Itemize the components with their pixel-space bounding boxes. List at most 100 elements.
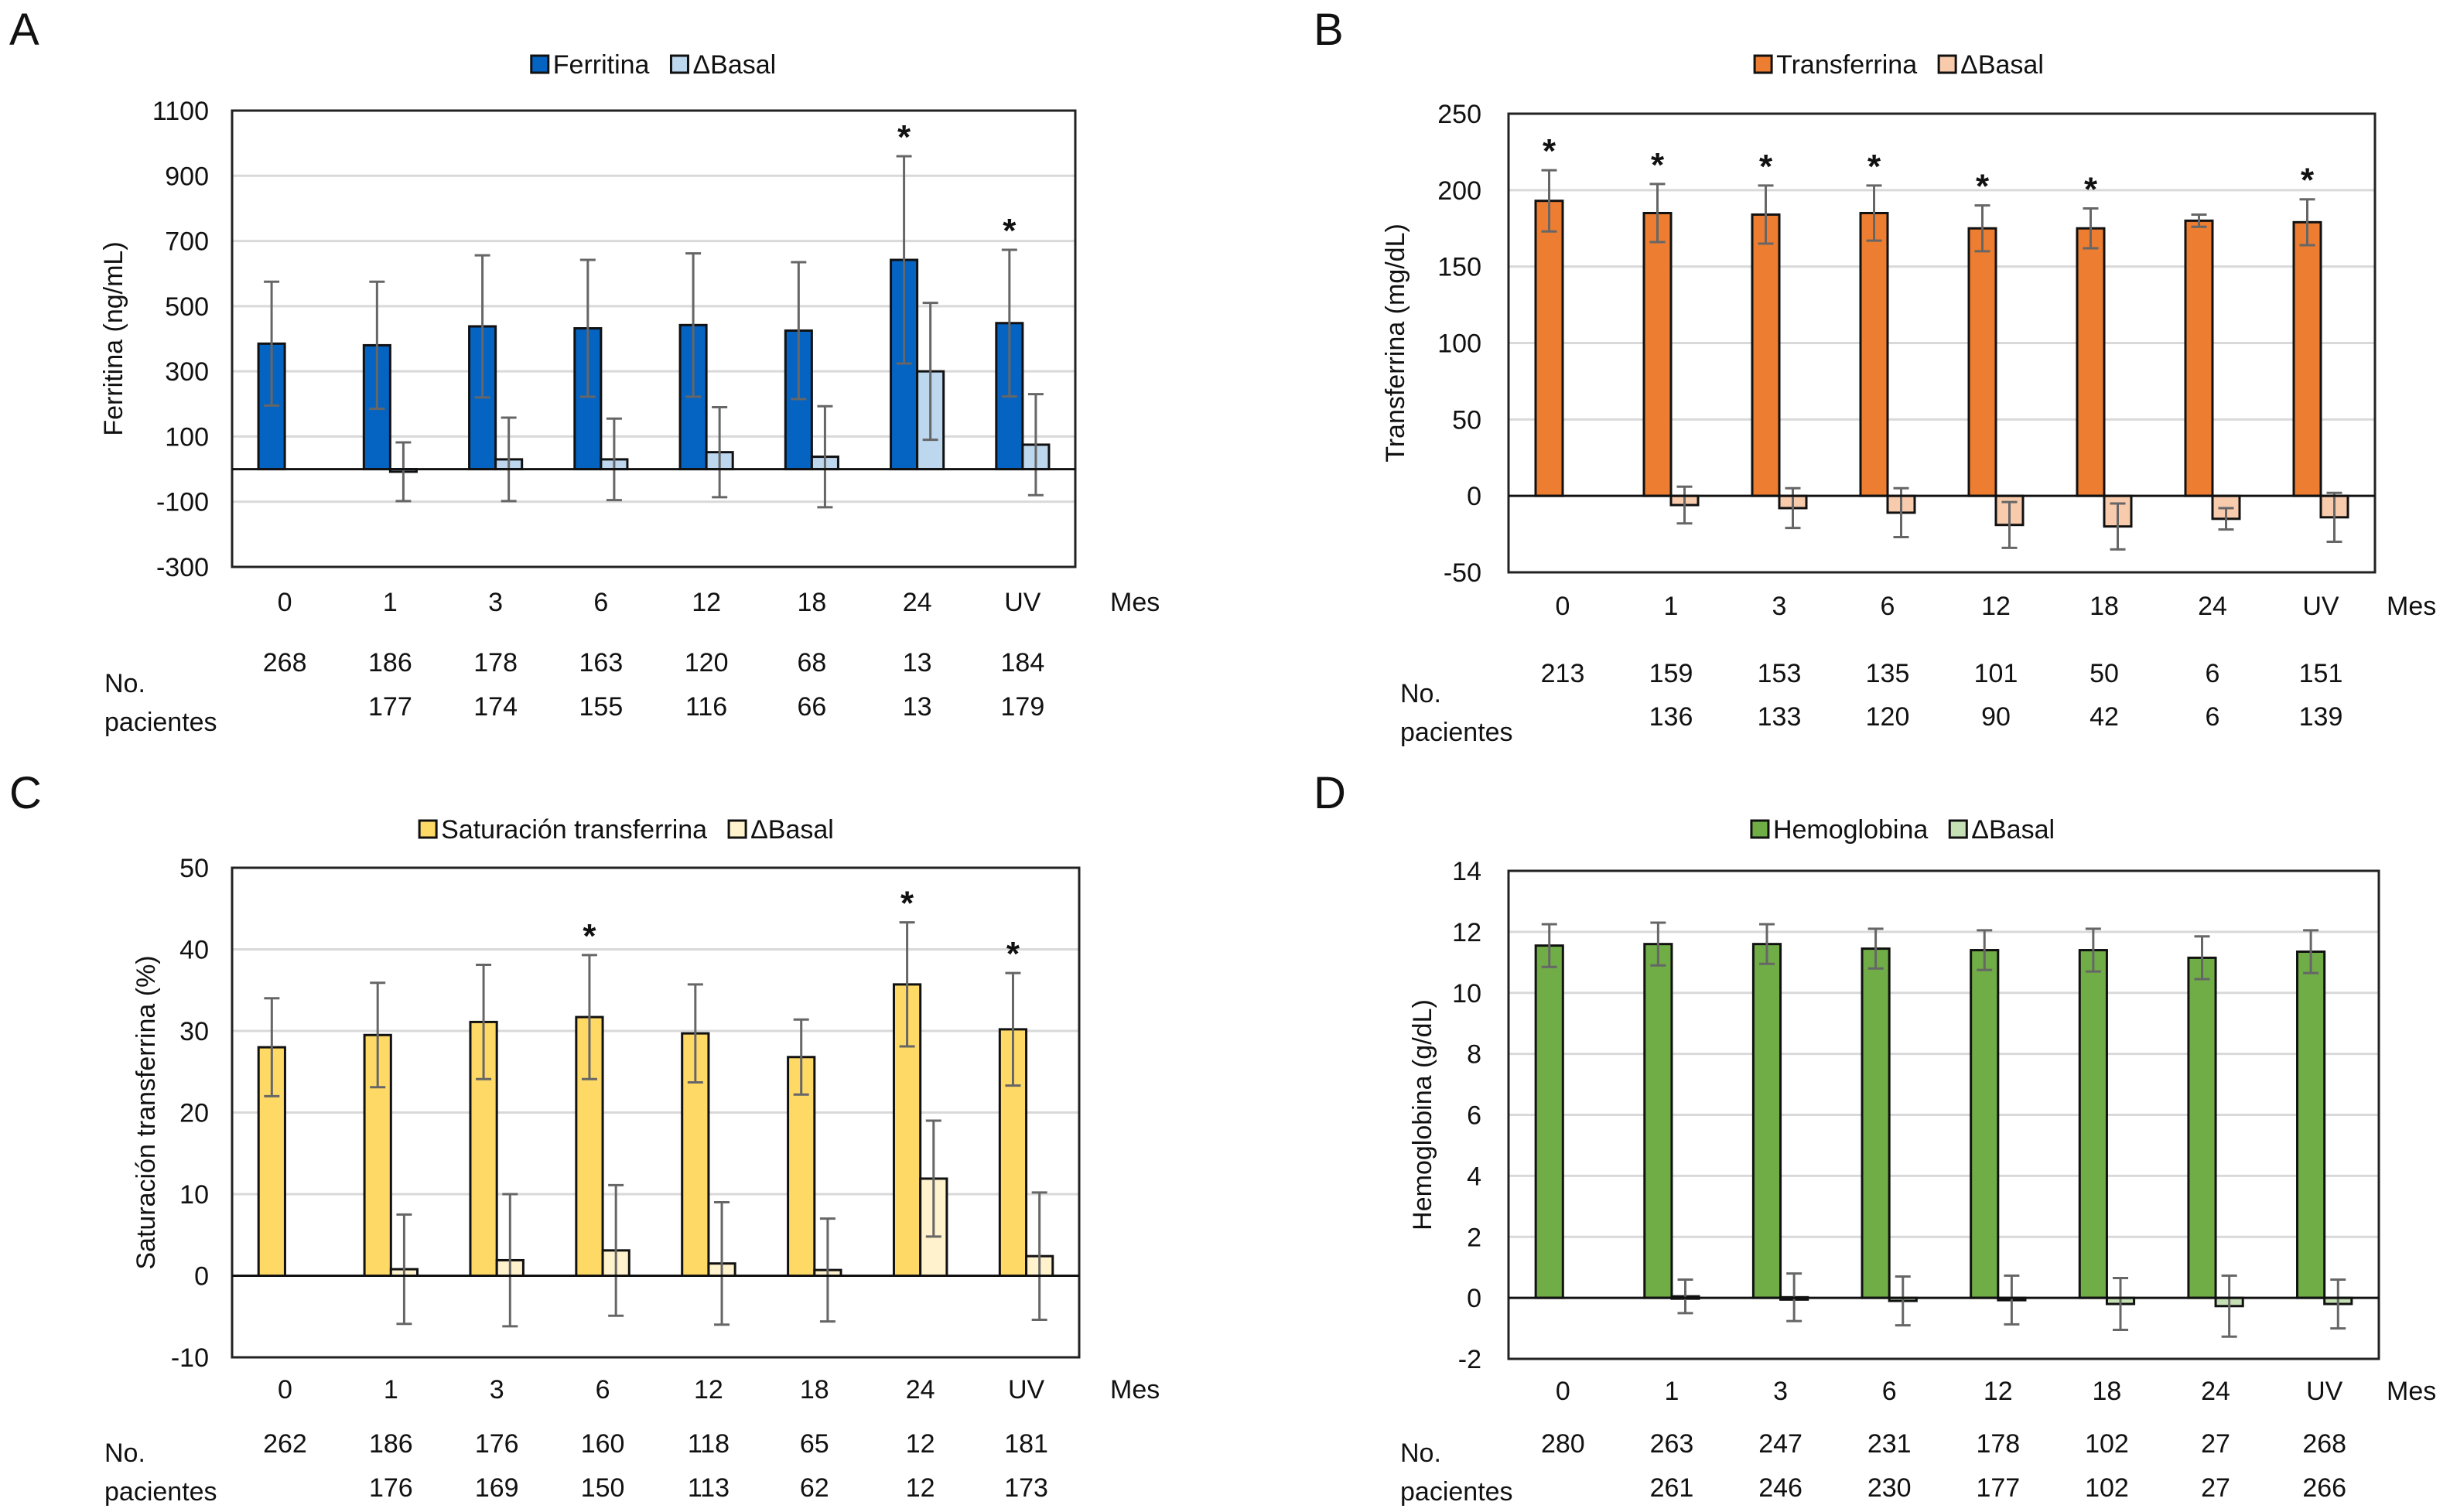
- x-tick-label: UV: [2306, 1377, 2343, 1406]
- y-tick-label: 300: [165, 357, 209, 387]
- x-axis-title: Mes: [2387, 592, 2436, 621]
- legend-label-main: Hemoglobina: [1773, 815, 1928, 845]
- n-label-line1: No.: [104, 1439, 145, 1468]
- legend-swatch-main: [418, 819, 438, 839]
- y-tick-label: 0: [1467, 1284, 1481, 1313]
- legend-label-delta: ΔBasal: [1971, 815, 2055, 845]
- n-patients-delta: 13: [903, 692, 932, 722]
- x-tick-label: 0: [1556, 1377, 1570, 1406]
- x-tick-label: 3: [488, 588, 503, 617]
- x-tick-label: 12: [1984, 1377, 2013, 1406]
- legend-swatch-main: [1753, 54, 1773, 74]
- y-tick-label: 10: [1452, 979, 1481, 1009]
- n-patients-main: 65: [800, 1429, 829, 1459]
- x-tick-label: 6: [1882, 1377, 1897, 1406]
- bar-main: [2076, 227, 2106, 497]
- bar-main: [1643, 943, 1673, 1299]
- x-tick-label: 24: [2198, 592, 2227, 621]
- n-label-line2: pacientes: [1400, 1477, 1513, 1507]
- x-axis-title: Mes: [1110, 1375, 1160, 1404]
- bar-main: [2292, 220, 2322, 497]
- significance-star: *: [1759, 148, 1773, 186]
- y-tick-label: 150: [1437, 253, 1481, 282]
- x-axis-title: Mes: [1110, 588, 1160, 617]
- n-patients-main: 262: [263, 1429, 307, 1459]
- significance-star: *: [2084, 171, 2098, 209]
- plot-frame: [231, 866, 1081, 1359]
- bar-main: [1859, 211, 1889, 497]
- x-tick-label: 0: [278, 588, 292, 617]
- x-tick-label: 3: [1772, 592, 1787, 621]
- n-patients-delta: 246: [1758, 1473, 1802, 1503]
- legend: Hemoglobina ΔBasal: [1750, 815, 2055, 845]
- y-tick-label: 50: [1452, 405, 1481, 435]
- n-patients-main: 231: [1867, 1429, 1912, 1459]
- y-tick-label: 200: [1437, 176, 1481, 206]
- n-patients-delta: 177: [1976, 1473, 2020, 1503]
- x-tick-label: 1: [384, 1375, 398, 1404]
- x-tick-label: 0: [1556, 592, 1570, 621]
- x-tick-label: 18: [800, 1375, 829, 1404]
- y-tick-label: 20: [179, 1099, 209, 1128]
- n-patients-main: 118: [688, 1429, 730, 1459]
- n-patients-main: 181: [1004, 1429, 1048, 1459]
- plot-frame: [231, 109, 1077, 568]
- n-patients-delta: 139: [2299, 702, 2343, 732]
- y-tick-label: -100: [156, 488, 209, 517]
- y-axis-title: Transferrina (mg/dL): [1381, 224, 1410, 462]
- n-patients-main: 268: [2302, 1429, 2346, 1459]
- x-tick-label: 1: [383, 588, 398, 617]
- significance-star: *: [897, 118, 911, 156]
- y-tick-label: -2: [1458, 1345, 1481, 1374]
- n-patients-delta: 62: [800, 1473, 829, 1503]
- n-patients-main: 176: [475, 1429, 519, 1459]
- bar-main: [1970, 949, 2000, 1299]
- n-patients-delta: 102: [2085, 1473, 2129, 1503]
- n-patients-delta: 169: [475, 1473, 519, 1503]
- x-tick-label: 1: [1664, 592, 1679, 621]
- y-tick-label: 4: [1467, 1162, 1481, 1191]
- legend-label-main: Ferritina: [553, 50, 650, 80]
- panel-letter: D: [1314, 768, 1346, 818]
- y-tick-label: 1100: [152, 97, 209, 126]
- n-patients-main: 135: [1866, 659, 1910, 688]
- y-tick-label: -10: [171, 1343, 209, 1373]
- n-patients-delta: 261: [1650, 1473, 1694, 1503]
- x-tick-label: 0: [278, 1375, 292, 1404]
- x-tick-label: 3: [1773, 1377, 1788, 1406]
- n-patients-delta: 90: [1981, 702, 2011, 732]
- n-patients-main: 101: [1974, 659, 2018, 688]
- x-tick-label: 6: [1881, 592, 1895, 621]
- chart-panel-a: A -300 -100 100 300 500 700 900 1100 Ferritina (n…: [9, 5, 1160, 737]
- x-tick-label: 24: [2201, 1377, 2230, 1406]
- n-label-line1: No.: [104, 669, 145, 698]
- n-patients-main: 68: [797, 648, 826, 677]
- x-tick-label: 1: [1664, 1377, 1679, 1406]
- n-label-line1: No.: [1400, 1439, 1441, 1468]
- panel-letter: C: [9, 768, 42, 818]
- y-tick-label: 2: [1467, 1223, 1481, 1252]
- x-tick-label: UV: [2302, 592, 2339, 621]
- x-tick-label: 24: [903, 588, 932, 617]
- x-tick-label: 6: [596, 1375, 610, 1404]
- bar-main: [1861, 947, 1891, 1299]
- legend-swatch-delta: [1948, 819, 1968, 839]
- legend: Saturación transferrina ΔBasal: [418, 815, 834, 845]
- plot-frame: [1507, 869, 2380, 1360]
- y-tick-label: -300: [156, 553, 209, 582]
- n-patients-main: 186: [368, 648, 412, 677]
- n-patients-delta: 116: [685, 692, 727, 722]
- x-tick-label: 18: [2093, 1377, 2122, 1406]
- bar-main: [1967, 227, 1997, 497]
- y-tick-label: 30: [179, 1017, 209, 1046]
- significance-star: *: [1543, 132, 1556, 170]
- n-patients-delta: 66: [797, 692, 826, 722]
- significance-star: *: [1867, 148, 1881, 186]
- x-tick-label: 24: [906, 1375, 935, 1404]
- x-tick-label: 6: [593, 588, 608, 617]
- legend-label-main: Transferrina: [1776, 50, 1917, 80]
- legend-swatch-main: [1750, 819, 1770, 839]
- n-patients-main: 153: [1758, 659, 1802, 688]
